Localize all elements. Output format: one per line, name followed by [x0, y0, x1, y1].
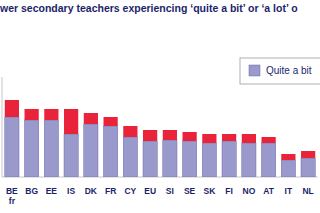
category-label: DK — [85, 186, 98, 196]
category-label-line: AT — [263, 186, 275, 196]
bar-segment — [84, 113, 98, 124]
legend-label: Quite a bit — [266, 65, 312, 76]
bars — [5, 100, 315, 177]
bar-segment — [25, 120, 39, 177]
category-label-line: SK — [203, 186, 216, 196]
category-label: NL — [302, 186, 313, 196]
bar-segment — [64, 109, 78, 134]
bar-segment — [44, 120, 58, 177]
bar-segment — [222, 134, 236, 141]
title: wer secondary teachers experiencing ‘qui… — [0, 2, 298, 14]
category-label-line: BG — [25, 186, 38, 196]
bar-segment — [104, 126, 118, 177]
category-label: EE — [46, 186, 58, 196]
bar-segment — [281, 154, 295, 160]
bar-segment — [202, 134, 216, 143]
category-label: IT — [285, 186, 293, 196]
category-label: FR — [105, 186, 116, 196]
category-label: SE — [184, 186, 196, 196]
category-label: AT — [263, 186, 275, 196]
category-label-line: SE — [184, 186, 196, 196]
bar-segment — [262, 137, 276, 143]
category-label: FI — [225, 186, 233, 196]
category-label-line: NL — [302, 186, 313, 196]
legend-frame — [240, 58, 320, 84]
bar-segment — [202, 143, 216, 177]
bar-segment — [25, 109, 39, 120]
category-label-line: EE — [46, 186, 58, 196]
bar-segment — [123, 137, 137, 177]
category-label-line: IS — [67, 186, 75, 196]
bar-segment — [5, 100, 19, 117]
bar-segment — [44, 109, 58, 120]
category-label-line: CY — [124, 186, 136, 196]
category-label: IS — [67, 186, 75, 196]
category-label-line: IT — [285, 186, 293, 196]
category-label-line: FR — [105, 186, 116, 196]
bar-segment — [163, 130, 177, 140]
bar-segment — [123, 126, 137, 137]
bar-segment — [104, 117, 118, 126]
bar-segment — [143, 130, 157, 141]
bar-segment — [242, 134, 256, 143]
bar-segment — [5, 117, 19, 177]
bar-segment — [64, 134, 78, 177]
category-label-line: fr — [9, 196, 16, 206]
bar-segment — [183, 141, 197, 177]
bar-segment — [301, 151, 315, 158]
category-label-line: DK — [85, 186, 98, 196]
category-label: CY — [124, 186, 136, 196]
category-label-line: FI — [225, 186, 233, 196]
bar-segment — [84, 124, 98, 177]
category-label: NO — [243, 186, 256, 196]
y-axis-line — [2, 77, 3, 177]
category-label: SI — [166, 186, 174, 196]
bar-segment — [163, 140, 177, 177]
category-label-line: BE — [6, 186, 18, 196]
category-label: SK — [203, 186, 216, 196]
legend-swatch — [249, 65, 260, 76]
category-label-line: SI — [166, 186, 174, 196]
category-label-line: EU — [144, 186, 156, 196]
category-label-line: NO — [243, 186, 256, 196]
bar-segment — [143, 141, 157, 177]
category-label: EU — [144, 186, 156, 196]
bar-segment — [301, 158, 315, 177]
bar-segment — [183, 132, 197, 141]
bar-segment — [281, 160, 295, 177]
category-label: BEfr — [6, 186, 18, 206]
category-label: BG — [25, 186, 38, 196]
bar-segment — [242, 143, 256, 177]
bar-segment — [262, 143, 276, 177]
bar-segment — [222, 141, 236, 177]
